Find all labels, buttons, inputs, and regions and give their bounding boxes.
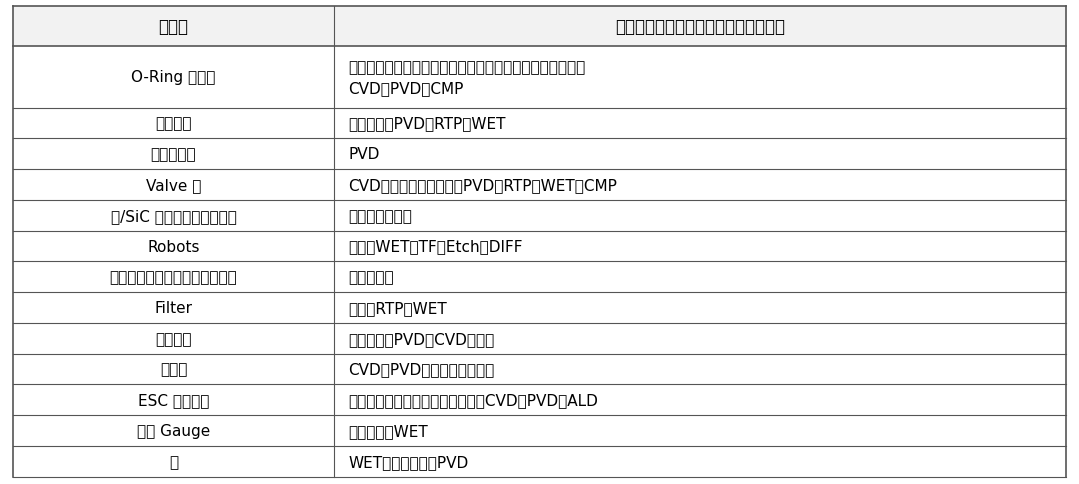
Text: 单晶炉、氧化炉、清洗机、等离子蚀刻设备、湿法蚀刻机、
CVD、PVD、CMP: 单晶炉、氧化炉、清洗机、等离子蚀刻设备、湿法蚀刻机、 CVD、PVD、CMP (349, 60, 586, 96)
Bar (13, 446, 334, 477)
Text: 射频电源: 射频电源 (155, 331, 192, 346)
Bar (13, 139, 334, 170)
Bar (334, 200, 1066, 231)
Text: Valve 阀: Valve 阀 (146, 178, 202, 193)
Bar (13, 200, 334, 231)
Bar (13, 231, 334, 262)
Bar (334, 47, 1066, 108)
Bar (13, 415, 334, 446)
Text: PVD: PVD (349, 147, 380, 162)
Bar (13, 47, 334, 108)
Bar (334, 262, 1066, 293)
Text: O-Ring 密封圈: O-Ring 密封圈 (132, 70, 216, 85)
Text: 光刻、WET、TF、Etch、DIFF: 光刻、WET、TF、Etch、DIFF (349, 239, 522, 254)
Text: 精密轴承: 精密轴承 (155, 116, 192, 131)
Bar (334, 108, 1066, 139)
Bar (334, 7, 1066, 47)
Text: CVD、PVD、离子注入、刻蚀: CVD、PVD、离子注入、刻蚀 (349, 362, 494, 377)
Text: 陶瓷件: 陶瓷件 (160, 362, 188, 377)
Text: 泵: 泵 (169, 454, 178, 469)
Bar (334, 323, 1066, 354)
Text: WET、离子注入、PVD: WET、离子注入、PVD (349, 454, 468, 469)
Bar (334, 231, 1066, 262)
Text: 光刻、RTP、WET: 光刻、RTP、WET (349, 301, 447, 316)
Bar (334, 446, 1066, 477)
Text: 金属零部件: 金属零部件 (151, 147, 196, 162)
Text: 压力 Gauge: 压力 Gauge (137, 423, 210, 438)
Bar (13, 323, 334, 354)
Text: Filter: Filter (154, 301, 192, 316)
Text: 主要服务的半导体设备类型及工艺步骤: 主要服务的半导体设备类型及工艺步骤 (615, 18, 786, 36)
Bar (13, 7, 334, 47)
Bar (13, 108, 334, 139)
Text: 零部件: 零部件 (159, 18, 189, 36)
Bar (13, 385, 334, 415)
Bar (13, 354, 334, 385)
Bar (334, 415, 1066, 446)
Text: 刻蚀、炉管: 刻蚀、炉管 (349, 270, 394, 285)
Text: CVD、光刻、离子注入、PVD、RTP、WET、CMP: CVD、光刻、离子注入、PVD、RTP、WET、CMP (349, 178, 617, 193)
Text: 离子注入、PVD、RTP、WET: 离子注入、PVD、RTP、WET (349, 116, 506, 131)
Bar (13, 170, 334, 200)
Bar (13, 293, 334, 323)
Text: 离子注入、WET: 离子注入、WET (349, 423, 428, 438)
Text: 离子注入、PVD、CVD、刻蚀: 离子注入、PVD、CVD、刻蚀 (349, 331, 494, 346)
Bar (334, 139, 1066, 170)
Text: ESC 静电吸盘: ESC 静电吸盘 (138, 393, 209, 408)
Text: 等离子刻蚀设备: 等离子刻蚀设备 (349, 209, 412, 224)
Bar (13, 262, 334, 293)
Bar (334, 354, 1066, 385)
Text: 石英件（电容石英、电解石英）: 石英件（电容石英、电解石英） (110, 270, 237, 285)
Text: 等离子刻蚀设备、湿法刻蚀设备、CVD、PVD、ALD: 等离子刻蚀设备、湿法刻蚀设备、CVD、PVD、ALD (349, 393, 598, 408)
Text: Robots: Robots (148, 239, 200, 254)
Text: 硅/SiC 件（硅环、硅电极）: 硅/SiC 件（硅环、硅电极） (111, 209, 236, 224)
Bar (334, 170, 1066, 200)
Bar (334, 385, 1066, 415)
Bar (334, 293, 1066, 323)
